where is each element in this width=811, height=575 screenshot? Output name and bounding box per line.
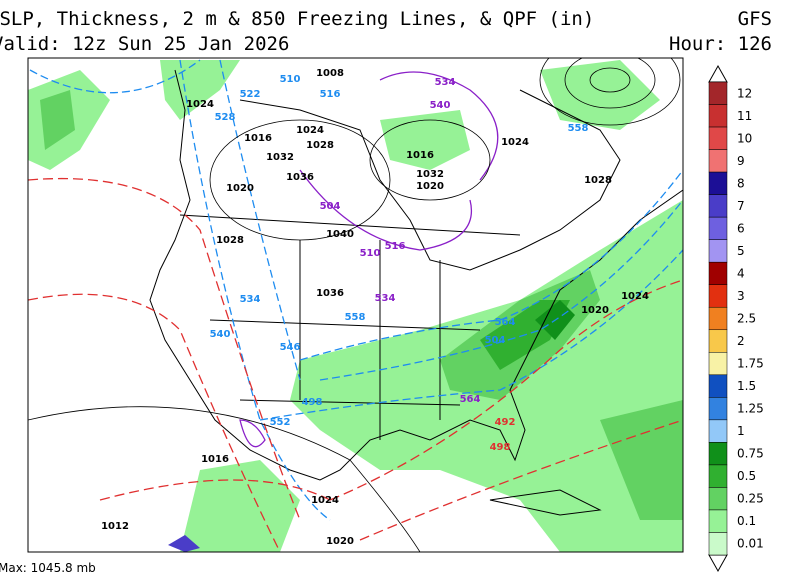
- colorbar-swatch: [708, 532, 728, 556]
- colorbar-swatch: [708, 104, 728, 128]
- contour-label: 1028: [584, 175, 612, 186]
- contour-label: 504: [485, 335, 506, 346]
- colorbar-swatch: [708, 306, 728, 331]
- contour-label: 1036: [316, 288, 344, 299]
- coastlines: [149, 69, 683, 516]
- contour-label: 1024: [296, 125, 324, 136]
- isobars: [28, 58, 681, 552]
- contour-label: 534: [375, 293, 396, 304]
- colorbar-label: 1.25: [737, 402, 764, 416]
- contour-label: 522: [240, 89, 261, 100]
- height-lines: [239, 71, 499, 448]
- colorbar-swatch: [708, 442, 728, 466]
- contour-label: 1028: [216, 235, 244, 246]
- colorbar-label: 12: [737, 86, 752, 100]
- colorbar-swatch: [708, 284, 728, 308]
- contour-label: 1024: [186, 99, 214, 110]
- contour-label: 534: [435, 77, 456, 88]
- colorbar-swatch: [708, 261, 728, 285]
- colorbar-label: 10: [737, 131, 752, 145]
- colorbar-swatch: [708, 464, 728, 488]
- colorbar-label: 6: [737, 221, 745, 235]
- colorbar-swatch: [708, 352, 728, 376]
- colorbar-label: 0.1: [737, 514, 756, 528]
- contour-label: 528: [215, 112, 236, 123]
- contour-label: 1028: [306, 140, 334, 151]
- colorbar-label: 1: [737, 424, 745, 438]
- contour-label: 558: [345, 312, 366, 323]
- colorbar-swatch: [708, 194, 728, 218]
- contour-label: 1024: [311, 495, 339, 506]
- colorbar-label: 1.75: [737, 357, 764, 371]
- contour-label: 1020: [326, 536, 354, 547]
- colorbar-label: 2.5: [737, 312, 756, 326]
- colorbar-swatch: [708, 509, 728, 533]
- contour-label: 1016: [244, 133, 272, 144]
- contour-label: 1020: [416, 181, 444, 192]
- contour-label: 540: [430, 100, 451, 111]
- contour-label: 510: [280, 74, 301, 85]
- contour-label: 1020: [581, 305, 609, 316]
- colorbar-swatch: [708, 126, 728, 150]
- contour-label: 498: [490, 442, 511, 453]
- contour-label: 1032: [416, 169, 444, 180]
- contour-label: 558: [568, 123, 589, 134]
- colorbar-swatch: [708, 149, 728, 173]
- contour-label: 1008: [316, 68, 344, 79]
- forecast-hour: Hour: 126: [669, 33, 772, 55]
- colorbar-swatch: [708, 329, 728, 353]
- colorbar-swatch: [708, 374, 728, 398]
- warm-thickness-lines: [28, 177, 683, 552]
- contour-label: 1032: [266, 152, 294, 163]
- contour-label: 498: [302, 397, 323, 408]
- map-area: 1008 1024 1016 1024 1032 1028 1036 1020 1040 1028…: [28, 58, 683, 552]
- colorbar-swatch: [708, 397, 728, 421]
- contour-label: 1036: [286, 172, 314, 183]
- colorbar-label: 0.01: [737, 537, 764, 551]
- contour-label: 534: [240, 294, 261, 305]
- colorbar-label: 0.5: [737, 469, 756, 483]
- contour-label: 492: [495, 417, 516, 428]
- colorbar-label: 9: [737, 154, 745, 168]
- contour-label: 564: [460, 394, 481, 405]
- valid-time: Valid: 12z Sun 25 Jan 2026: [0, 33, 289, 55]
- contour-label: 546: [280, 342, 301, 353]
- model: GFS: [738, 8, 772, 30]
- contour-label: 1040: [326, 229, 354, 240]
- colorbar-swatch: [708, 171, 728, 195]
- contour-label: 1016: [201, 454, 229, 465]
- colorbar-label: 4: [737, 266, 745, 280]
- contour-label: 1020: [226, 183, 254, 194]
- colorbar: 12 11 10 9 8 7 6 5 4 3 2.5 2 1.75 1.5 1.25 1 0.75 0.5 0.25…: [708, 64, 764, 573]
- contour-label: 516: [320, 89, 341, 100]
- contour-label: 504: [320, 201, 341, 212]
- colorbar-swatch: [708, 239, 728, 263]
- max-pressure: Max: 1045.8 mb: [0, 561, 96, 575]
- colorbar-label: 0.25: [737, 492, 764, 506]
- colorbar-swatch: [708, 81, 728, 105]
- colorbar-label: 2: [737, 334, 745, 348]
- colorbar-label: 5: [737, 244, 745, 258]
- contour-label: 1012: [101, 521, 129, 532]
- colorbar-label: 1.5: [737, 379, 756, 393]
- title: MSLP, Thickness, 2 m & 850 Freezing Line…: [0, 8, 594, 30]
- contour-label: 1024: [621, 291, 649, 302]
- colorbar-label: 11: [737, 109, 752, 123]
- colorbar-label: 0.75: [737, 447, 764, 461]
- contour-label: 1024: [501, 137, 529, 148]
- colorbar-label: 8: [737, 176, 745, 190]
- colorbar-swatch: [708, 419, 728, 443]
- contour-label: 1016: [406, 150, 434, 161]
- colorbar-label: 3: [737, 289, 745, 303]
- contour-label: 552: [270, 417, 291, 428]
- colorbar-swatch: [708, 487, 728, 511]
- colorbar-swatch: [708, 216, 728, 240]
- contour-label: 516: [385, 241, 406, 252]
- colorbar-label: 7: [737, 199, 745, 213]
- contour-label: 564: [495, 317, 516, 328]
- contour-label: 540: [210, 329, 231, 340]
- contour-label: 510: [360, 248, 381, 259]
